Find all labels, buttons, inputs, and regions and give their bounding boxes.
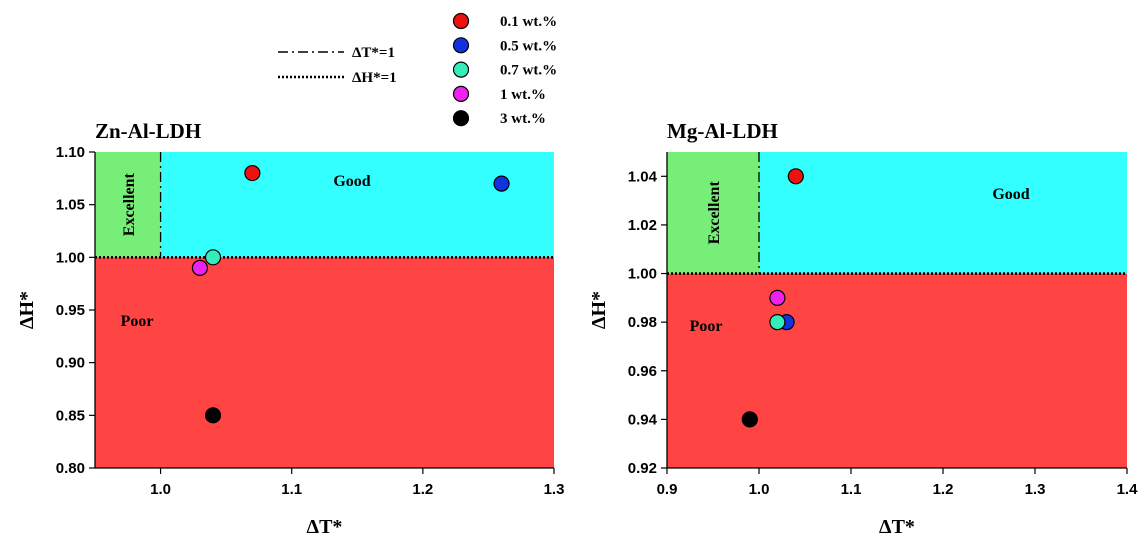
legend-label-1-wt: 1 wt.% [500, 87, 546, 103]
p0-point-1-wt [191, 259, 209, 276]
p1-region-label-good: Good [992, 186, 1029, 203]
p1-x-tick-label: 1.1 [841, 481, 862, 498]
legend-marker-0-5-wt [452, 37, 470, 54]
legend-label-dt: ΔT*=1 [352, 45, 395, 61]
p0-x-axis-label: ΔT* [307, 516, 343, 538]
p0-y-tick-label: 0.95 [56, 302, 85, 319]
p1-point-0-1-wt [787, 168, 804, 185]
p0-title: Zn-Al-LDH [95, 119, 201, 143]
p1-y-tick-label: 0.92 [628, 460, 657, 477]
p1-region-label-excellent: Excellent [706, 181, 723, 245]
p0-region-label-good: Good [333, 173, 370, 190]
legend-marker-0-7-wt [452, 61, 470, 78]
p1-y-tick-label: 1.04 [628, 168, 658, 185]
p1-x-tick-label: 1.2 [933, 481, 954, 498]
p0-x-tick-label: 1.1 [281, 481, 302, 498]
legend-label-dh: ΔH*=1 [352, 70, 397, 86]
p0-y-tick-label: 1.00 [56, 249, 85, 266]
p1-point-3-wt [741, 411, 758, 428]
p1-x-tick-label: 1.3 [1025, 481, 1046, 498]
p0-y-tick-label: 0.90 [56, 355, 85, 372]
p1-region-excellent [667, 152, 759, 274]
p1-x-tick-label: 1.0 [749, 481, 770, 498]
panel-zn-al-ldh: Excellent Good Poor 1.0 1.1 1.2 1.3 0.80 0.85 0.9… [16, 119, 564, 538]
p1-x-tick-label: 1.4 [1117, 481, 1139, 498]
p1-point-0-7-wt [769, 314, 786, 331]
p0-x-tick-label: 1.0 [150, 481, 171, 498]
p1-y-tick-label: 1.02 [628, 217, 657, 234]
p1-region-good [759, 152, 1127, 274]
p1-y-axis-label: ΔH* [588, 291, 610, 329]
legend-label-0-7-wt: 0.7 wt.% [500, 63, 557, 79]
p0-x-tick-label: 1.2 [412, 481, 433, 498]
p0-region-label-excellent: Excellent [121, 172, 138, 236]
p1-region-poor [667, 273, 1127, 468]
p1-y-tick-label: 0.94 [628, 411, 658, 428]
p0-y-tick-label: 1.10 [56, 144, 85, 161]
p0-point-0-7-wt [204, 249, 222, 266]
p0-region-excellent [95, 152, 161, 258]
p1-x-axis-label: ΔT* [879, 516, 915, 538]
legend: ΔT*=1 ΔH*=1 0.1 wt.% 0.5 wt.% 0.7 wt.% 1 wt… [278, 12, 557, 127]
p1-y-tick-label: 1.00 [628, 266, 657, 283]
p0-point-0-1-wt [244, 164, 261, 182]
p0-y-tick-label: 0.85 [56, 407, 85, 424]
p0-y-tick-label: 0.80 [56, 460, 85, 477]
legend-label-0-1-wt: 0.1 wt.% [500, 14, 557, 30]
p1-point-1-wt [769, 289, 786, 306]
p1-y-tick-label: 0.98 [628, 314, 657, 331]
p0-point-0-5-wt [493, 175, 510, 192]
p0-region-label-poor: Poor [121, 313, 154, 330]
p0-region-good [160, 152, 555, 258]
p0-region-poor [95, 257, 554, 468]
p0-x-tick-label: 1.3 [544, 481, 565, 498]
p1-x-tick-label: 0.9 [657, 481, 678, 498]
legend-marker-1-wt [452, 85, 470, 103]
legend-marker-3-wt [452, 110, 470, 127]
panel-mg-al-ldh: Excellent Good Poor 0.9 1.0 1.1 1.2 1.3 1.4 0.92 0… [588, 119, 1138, 538]
p1-title: Mg-Al-LDH [667, 119, 778, 143]
p1-region-label-poor: Poor [690, 318, 723, 335]
p0-y-axis-label: ΔH* [16, 291, 38, 329]
legend-label-0-5-wt: 0.5 wt.% [500, 38, 557, 54]
p0-point-3-wt [204, 407, 222, 424]
p1-y-tick-label: 0.96 [628, 363, 657, 380]
p0-y-tick-label: 1.05 [56, 197, 85, 214]
legend-label-3-wt: 3 wt.% [500, 111, 546, 127]
legend-marker-0-1-wt [452, 12, 470, 30]
